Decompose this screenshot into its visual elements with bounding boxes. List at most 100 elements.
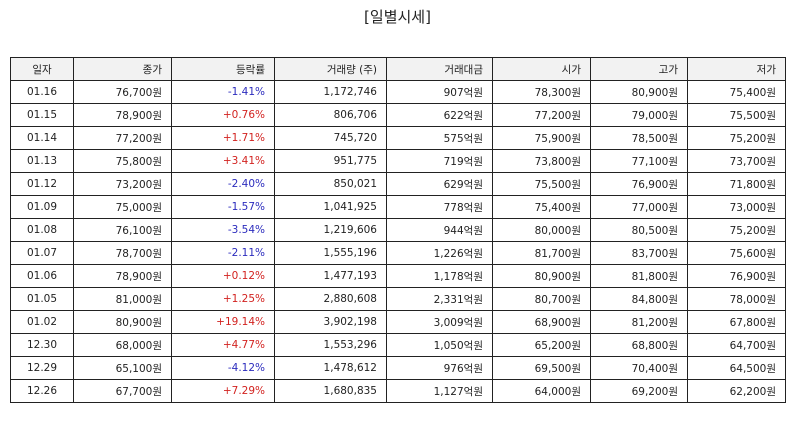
cell-close: 78,900원 bbox=[73, 103, 172, 127]
cell-date: 01.02 bbox=[10, 310, 74, 334]
cell-low: 75,600원 bbox=[687, 241, 786, 265]
header-low: 저가 bbox=[687, 57, 786, 81]
cell-open: 68,900원 bbox=[492, 310, 591, 334]
cell-open: 80,700원 bbox=[492, 287, 591, 311]
cell-low: 71,800원 bbox=[687, 172, 786, 196]
cell-date: 01.08 bbox=[10, 218, 74, 242]
cell-low: 78,000원 bbox=[687, 287, 786, 311]
cell-low: 73,000원 bbox=[687, 195, 786, 219]
cell-open: 73,800원 bbox=[492, 149, 591, 173]
cell-high: 70,400원 bbox=[590, 356, 688, 380]
cell-volume: 806,706 bbox=[274, 103, 387, 127]
daily-price-table: 일자 종가 등락률 거래량 (주) 거래대금 시가 고가 저가 01.16 76,… bbox=[10, 57, 786, 403]
cell-close: 78,700원 bbox=[73, 241, 172, 265]
cell-high: 68,800원 bbox=[590, 333, 688, 357]
cell-amount: 629억원 bbox=[386, 172, 493, 196]
table-row: 01.07 78,700원 -2.11% 1,555,196 1,226억원 81,700… bbox=[10, 241, 786, 265]
cell-volume: 1,477,193 bbox=[274, 264, 387, 288]
cell-low: 75,400원 bbox=[687, 80, 786, 104]
cell-volume: 1,478,612 bbox=[274, 356, 387, 380]
cell-open: 69,500원 bbox=[492, 356, 591, 380]
cell-date: 12.29 bbox=[10, 356, 74, 380]
cell-change: +7.29% bbox=[171, 379, 275, 403]
cell-close: 76,100원 bbox=[73, 218, 172, 242]
cell-amount: 1,050억원 bbox=[386, 333, 493, 357]
header-high: 고가 bbox=[590, 57, 688, 81]
cell-date: 12.26 bbox=[10, 379, 74, 403]
cell-high: 76,900원 bbox=[590, 172, 688, 196]
cell-date: 01.16 bbox=[10, 80, 74, 104]
cell-high: 83,700원 bbox=[590, 241, 688, 265]
cell-change: +0.76% bbox=[171, 103, 275, 127]
table-row: 01.06 78,900원 +0.12% 1,477,193 1,178억원 80,900… bbox=[10, 264, 786, 288]
cell-change: +4.77% bbox=[171, 333, 275, 357]
header-open: 시가 bbox=[492, 57, 591, 81]
cell-open: 77,200원 bbox=[492, 103, 591, 127]
table-row: 01.16 76,700원 -1.41% 1,172,746 907억원 78,300원 8… bbox=[10, 80, 786, 104]
cell-close: 67,700원 bbox=[73, 379, 172, 403]
cell-date: 01.12 bbox=[10, 172, 74, 196]
cell-date: 01.15 bbox=[10, 103, 74, 127]
header-change: 등락률 bbox=[171, 57, 275, 81]
cell-change: -3.54% bbox=[171, 218, 275, 242]
header-close: 종가 bbox=[73, 57, 172, 81]
cell-open: 78,300원 bbox=[492, 80, 591, 104]
cell-open: 75,500원 bbox=[492, 172, 591, 196]
cell-high: 80,900원 bbox=[590, 80, 688, 104]
cell-change: +19.14% bbox=[171, 310, 275, 334]
cell-amount: 3,009억원 bbox=[386, 310, 493, 334]
cell-date: 01.13 bbox=[10, 149, 74, 173]
cell-low: 73,700원 bbox=[687, 149, 786, 173]
cell-close: 80,900원 bbox=[73, 310, 172, 334]
cell-high: 79,000원 bbox=[590, 103, 688, 127]
cell-amount: 1,178억원 bbox=[386, 264, 493, 288]
cell-high: 69,200원 bbox=[590, 379, 688, 403]
cell-change: -4.12% bbox=[171, 356, 275, 380]
cell-volume: 1,680,835 bbox=[274, 379, 387, 403]
cell-open: 75,400원 bbox=[492, 195, 591, 219]
cell-volume: 1,555,196 bbox=[274, 241, 387, 265]
cell-open: 80,000원 bbox=[492, 218, 591, 242]
cell-amount: 1,127억원 bbox=[386, 379, 493, 403]
header-volume: 거래량 (주) bbox=[274, 57, 387, 81]
cell-low: 75,200원 bbox=[687, 218, 786, 242]
cell-low: 64,700원 bbox=[687, 333, 786, 357]
cell-date: 12.30 bbox=[10, 333, 74, 357]
cell-open: 81,700원 bbox=[492, 241, 591, 265]
cell-high: 81,800원 bbox=[590, 264, 688, 288]
cell-volume: 850,021 bbox=[274, 172, 387, 196]
cell-close: 77,200원 bbox=[73, 126, 172, 150]
cell-change: +3.41% bbox=[171, 149, 275, 173]
cell-date: 01.09 bbox=[10, 195, 74, 219]
cell-close: 76,700원 bbox=[73, 80, 172, 104]
cell-amount: 719억원 bbox=[386, 149, 493, 173]
cell-volume: 951,775 bbox=[274, 149, 387, 173]
cell-low: 75,200원 bbox=[687, 126, 786, 150]
table-row: 01.12 73,200원 -2.40% 850,021 629억원 75,500원 76,… bbox=[10, 172, 786, 196]
cell-close: 68,000원 bbox=[73, 333, 172, 357]
table-row: 01.05 81,000원 +1.25% 2,880,608 2,331억원 80,700… bbox=[10, 287, 786, 311]
table-row: 01.02 80,900원 +19.14% 3,902,198 3,009억원 68,90… bbox=[10, 310, 786, 334]
table-row: 01.13 75,800원 +3.41% 951,775 719억원 73,800원 77,… bbox=[10, 149, 786, 173]
cell-close: 81,000원 bbox=[73, 287, 172, 311]
cell-date: 01.07 bbox=[10, 241, 74, 265]
cell-change: -1.41% bbox=[171, 80, 275, 104]
cell-open: 64,000원 bbox=[492, 379, 591, 403]
header-amount: 거래대금 bbox=[386, 57, 493, 81]
table-header-row: 일자 종가 등락률 거래량 (주) 거래대금 시가 고가 저가 bbox=[10, 57, 786, 81]
cell-volume: 1,553,296 bbox=[274, 333, 387, 357]
cell-close: 75,800원 bbox=[73, 149, 172, 173]
cell-volume: 1,172,746 bbox=[274, 80, 387, 104]
cell-volume: 1,219,606 bbox=[274, 218, 387, 242]
cell-open: 80,900원 bbox=[492, 264, 591, 288]
cell-volume: 2,880,608 bbox=[274, 287, 387, 311]
cell-high: 81,200원 bbox=[590, 310, 688, 334]
table-row: 01.09 75,000원 -1.57% 1,041,925 778억원 75,400원 7… bbox=[10, 195, 786, 219]
cell-low: 75,500원 bbox=[687, 103, 786, 127]
cell-high: 78,500원 bbox=[590, 126, 688, 150]
page-title: [일별시세] bbox=[364, 8, 431, 26]
table-row: 01.08 76,100원 -3.54% 1,219,606 944억원 80,000원 8… bbox=[10, 218, 786, 242]
cell-amount: 1,226억원 bbox=[386, 241, 493, 265]
cell-low: 76,900원 bbox=[687, 264, 786, 288]
cell-low: 64,500원 bbox=[687, 356, 786, 380]
